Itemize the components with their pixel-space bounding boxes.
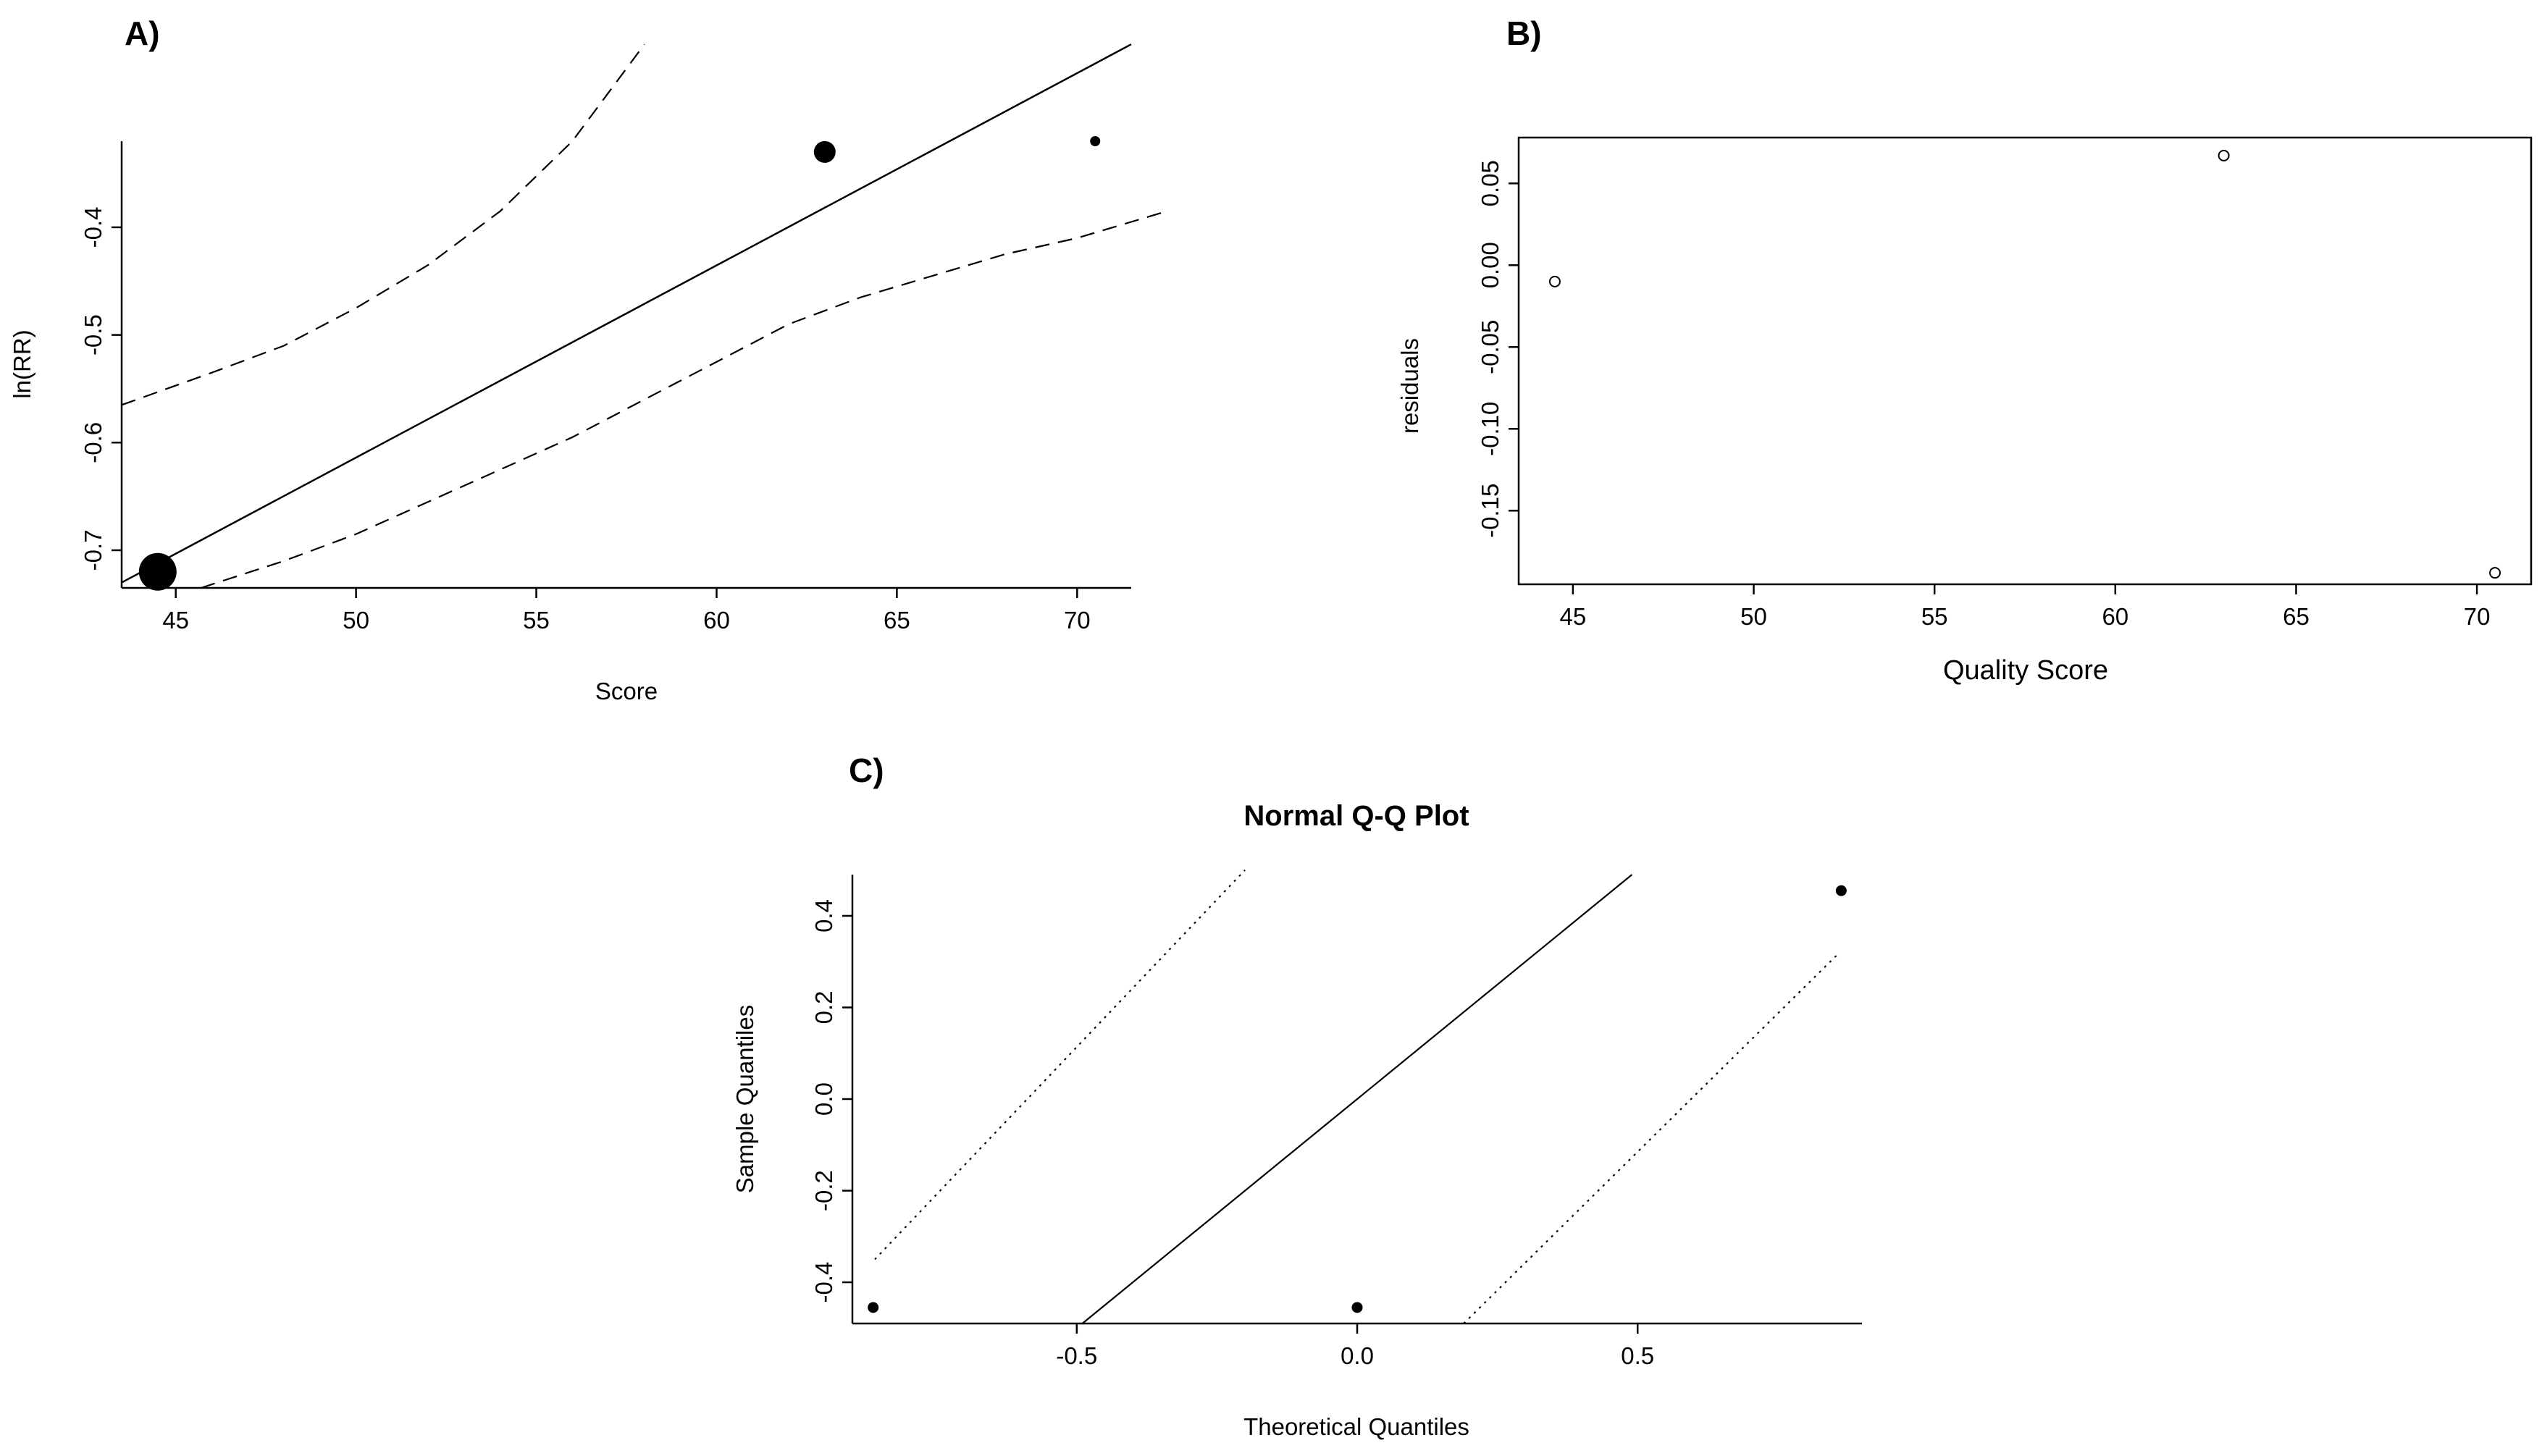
panel-b: B) 45 50 55 60 65 70 0.050.00-0.05-0.10-0.15 … [1396,14,2533,686]
x-tick-label: 55 [1921,603,1948,630]
residual-point [2218,149,2230,161]
data-point [138,552,177,591]
qq-point [1835,885,1847,896]
residual-point [1548,275,1561,287]
y-tick-label: 0.05 [1477,160,1503,206]
x-tick-label: 60 [2102,603,2128,630]
panel-c-x-label: Theoretical Quantiles [1243,1413,1469,1440]
y-tick-label: 0.2 [810,991,837,1024]
y-tick-label: -0.6 [80,422,106,463]
panel-b-label: B) [1506,14,1542,52]
panel-c-lines [874,869,1840,1324]
y-tick-label: -0.10 [1477,402,1503,456]
y-tick-label: -0.15 [1477,484,1503,538]
panel-c-label: C) [849,752,884,789]
x-tick-label: 70 [1064,607,1091,634]
x-tick-label: 50 [343,607,369,634]
fit-line [121,43,1132,584]
panel-a: A) 45 50 55 60 65 70 -0.7 -0.6 -0.5 -0.4 Score l… [9,14,1168,704]
x-tick-label: 50 [1740,603,1767,630]
qq-band-lower [1463,951,1840,1324]
panel-c-x-ticks: -0.5 0.0 0.5 [1056,1324,1654,1369]
qq-band-upper [874,869,1246,1261]
qq-point [868,1302,879,1313]
panel-a-label: A) [125,14,160,52]
y-tick-label: 0.00 [1477,242,1503,288]
panel-a-lines [121,43,1168,589]
x-tick-label: 65 [884,607,910,634]
panel-b-x-label: Quality Score [1943,655,2108,686]
x-tick-label: 70 [2464,603,2491,630]
y-tick-label: -0.05 [1477,320,1503,374]
x-tick-label: 45 [1560,603,1587,630]
y-tick-label: -0.4 [810,1262,837,1303]
qq-point [1351,1302,1363,1313]
y-tick-label: 0.4 [810,899,837,933]
y-tick-label: 0.0 [810,1082,837,1116]
y-tick-label: -0.2 [810,1170,837,1211]
y-tick-label: -0.5 [80,314,106,355]
panel-b-x-ticks: 45 50 55 60 65 70 [1560,584,2491,630]
x-tick-label: 45 [162,607,189,634]
panel-a-y-label: ln(RR) [9,329,35,398]
panel-a-x-label: Score [595,678,658,704]
qq-reference-line [1081,874,1633,1324]
x-tick-label: -0.5 [1056,1342,1097,1369]
panel-a-x-ticks: 45 50 55 60 65 70 [162,588,1091,634]
panel-c-y-ticks: -0.4 -0.2 0.0 0.2 0.4 [810,899,852,1303]
x-tick-label: 0.5 [1621,1342,1654,1369]
panel-c-title: Normal Q-Q Plot [1243,800,1469,832]
y-tick-label: -0.7 [80,530,106,571]
panel-a-points [138,136,1101,591]
x-tick-label: 60 [703,607,730,634]
panel-c-points [868,885,1847,1313]
x-tick-label: 0.0 [1341,1342,1374,1369]
panel-b-y-label: residuals [1396,338,1423,434]
data-point [813,140,836,163]
panel-b-box [1517,136,2533,586]
panel-a-y-ticks: -0.7 -0.6 -0.5 -0.4 [80,207,122,571]
ci-lower-line [201,210,1168,589]
panel-c: C) Normal Q-Q Plot -0.5 0.0 0.5 -0.4 -0.2 0.… [731,752,1862,1440]
y-tick-label: -0.4 [80,207,106,248]
panel-b-y-ticks: 0.05 0.00 -0.05 -0.10 -0.15 [1477,160,1519,538]
data-point [1090,136,1101,146]
ci-upper-line [121,43,645,406]
residual-point [2489,567,2501,579]
x-tick-label: 55 [523,607,550,634]
panel-b-points [1548,149,2501,579]
x-tick-label: 65 [2283,603,2310,630]
panel-c-y-label: Sample Quantiles [731,1005,758,1193]
